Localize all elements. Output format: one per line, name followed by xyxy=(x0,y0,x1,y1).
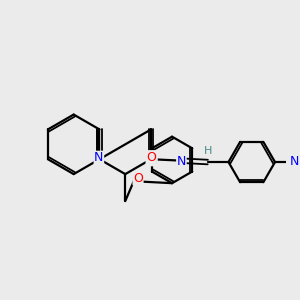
Text: N: N xyxy=(290,155,299,168)
Text: O: O xyxy=(133,172,143,185)
Text: H: H xyxy=(204,146,212,156)
Text: O: O xyxy=(146,151,156,164)
Text: N: N xyxy=(94,151,104,164)
Text: N: N xyxy=(148,153,157,166)
Text: N: N xyxy=(177,155,186,168)
